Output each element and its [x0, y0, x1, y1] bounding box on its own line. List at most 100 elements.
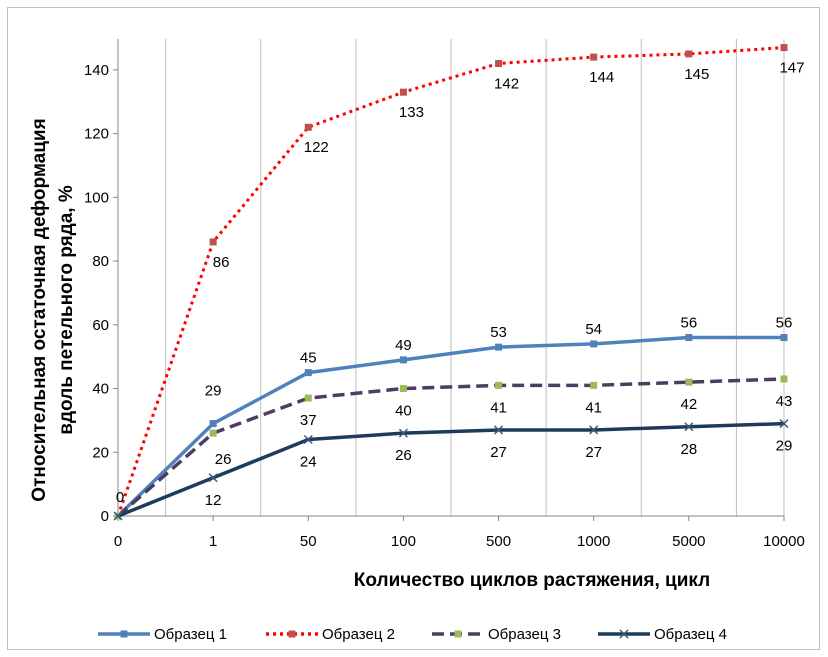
marker-Образец 4	[494, 425, 504, 435]
data-label: 29	[205, 383, 222, 400]
y-tick-label: 0	[101, 508, 109, 525]
data-label: 27	[585, 444, 602, 461]
marker-Образец 2	[495, 59, 503, 67]
marker-Образец 4	[779, 419, 789, 429]
marker-Образец 3	[590, 381, 598, 389]
marker-Образец 2	[288, 630, 296, 638]
legend-label: Образец 4	[654, 626, 727, 643]
data-label: 133	[399, 104, 424, 121]
data-label: 41	[585, 399, 602, 416]
y-tick-label: 100	[84, 189, 109, 206]
marker-Образец 3	[454, 630, 462, 638]
data-label: 24	[300, 454, 317, 471]
marker-Образец 1	[399, 356, 407, 364]
legend-item-2: Образец 2	[266, 626, 395, 643]
data-label: 26	[395, 447, 412, 464]
data-label: 86	[213, 254, 230, 271]
y-tick-label: 80	[92, 253, 109, 270]
marker-Образец 3	[304, 394, 312, 402]
data-label: 0	[116, 489, 124, 506]
marker-Образец 3	[780, 375, 788, 383]
marker-Образец 4	[619, 629, 629, 639]
marker-Образец 1	[590, 340, 598, 348]
data-label: 42	[680, 396, 697, 413]
data-label: 54	[585, 321, 602, 338]
marker-Образец 1	[780, 334, 788, 342]
marker-Образец 4	[208, 473, 218, 483]
marker-Образец 4	[398, 428, 408, 438]
series-line-Образец 1	[116, 335, 784, 518]
x-tick-label: 5000	[672, 533, 705, 550]
x-tick-label: 0	[114, 533, 122, 550]
data-label: 145	[684, 66, 709, 83]
data-labels: 29 45 49 53 54 56 56 0 86 122 133 142 144 145 147 26 37 4…	[116, 60, 805, 509]
y-axis-title-line2: вдоль петельного ряда, %	[56, 185, 77, 435]
data-label: 28	[680, 441, 697, 458]
marker-Образец 3	[399, 385, 407, 393]
marker-Образец 1	[685, 334, 693, 342]
y-tick-label: 20	[92, 444, 109, 461]
series	[113, 44, 789, 521]
marker-Образец 2	[590, 53, 598, 61]
marker-Образец 3	[685, 378, 693, 386]
x-axis-title: Количество циклов растяжения, цикл	[354, 570, 710, 591]
y-tick-label: 40	[92, 381, 109, 398]
marker-Образец 1	[304, 369, 312, 377]
marker-Образец 1	[120, 630, 128, 638]
y-tick-label: 60	[92, 317, 109, 334]
grid	[165, 39, 785, 516]
data-label: 56	[776, 315, 793, 332]
legend-label: Образец 1	[154, 626, 227, 643]
data-label: 37	[300, 412, 317, 429]
data-label: 40	[395, 403, 412, 420]
legend-item-1: Образец 1	[98, 626, 227, 643]
marker-Образец 4	[113, 511, 123, 521]
data-label: 12	[205, 492, 222, 509]
legend-label: Образец 2	[322, 626, 395, 643]
series-line-Образец 4	[117, 421, 785, 518]
marker-Образец 4	[684, 422, 694, 432]
y-tick-label: 120	[84, 126, 109, 143]
data-label: 53	[490, 324, 507, 341]
series-line-Образец 2	[116, 46, 785, 517]
x-tick-label: 100	[391, 533, 416, 550]
data-label: 45	[300, 350, 317, 367]
legend: Образец 1 Образец 2 Образец 3 Образец 4	[98, 626, 727, 643]
data-label: 49	[395, 337, 412, 354]
x-tick-label: 1000	[577, 533, 610, 550]
legend-item-3: Образец 3	[432, 626, 561, 643]
data-label: 27	[490, 444, 507, 461]
marker-Образец 1	[495, 343, 503, 351]
marker-Образец 2	[209, 238, 217, 246]
marker-Образец 2	[399, 88, 407, 96]
marker-Образец 3	[209, 429, 217, 437]
y-axis-title-line1: Относительная остаточная деформация	[29, 118, 50, 501]
marker-Образец 2	[685, 50, 693, 58]
data-label: 144	[589, 69, 614, 86]
marker-Образец 2	[304, 123, 312, 131]
chart-frame	[7, 7, 820, 650]
data-label: 56	[680, 315, 697, 332]
x-tick-label: 50	[300, 533, 317, 550]
marker-Образец 2	[780, 44, 788, 52]
data-label: 29	[776, 438, 793, 455]
data-label: 142	[494, 75, 519, 92]
data-label: 122	[304, 139, 329, 156]
marker-Образец 3	[495, 381, 503, 389]
x-tick-label: 500	[486, 533, 511, 550]
legend-label: Образец 3	[488, 626, 561, 643]
data-label: 26	[215, 451, 232, 468]
legend-item-4: Образец 4	[598, 626, 727, 643]
data-label: 41	[490, 399, 507, 416]
data-label: 147	[779, 60, 804, 77]
data-label: 43	[776, 393, 793, 410]
marker-Образец 1	[209, 420, 217, 428]
y-tick-label: 140	[84, 62, 109, 79]
x-tick-label: 1	[209, 533, 217, 550]
marker-Образец 4	[303, 434, 313, 445]
series-line-Образец 3	[116, 377, 785, 518]
x-tick-label: 10000	[763, 533, 805, 550]
marker-Образец 4	[589, 425, 599, 435]
